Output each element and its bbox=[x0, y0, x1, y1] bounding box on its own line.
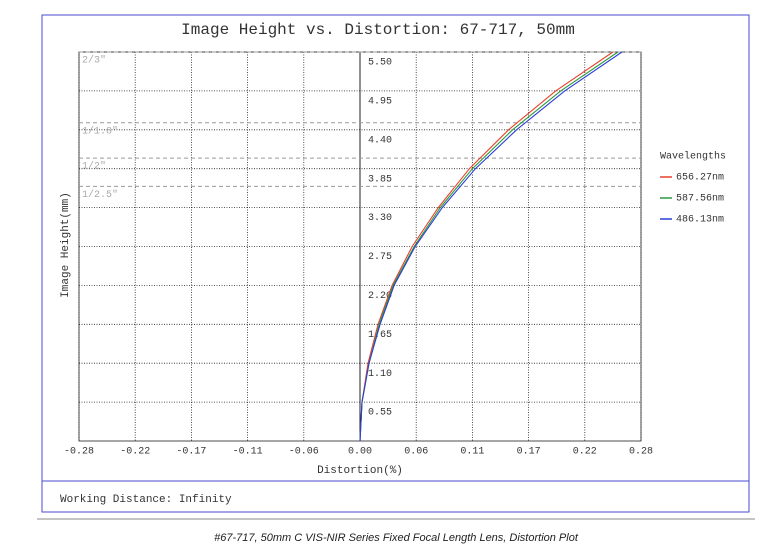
x-tick-label: 0.28 bbox=[629, 447, 653, 458]
sensor-label: 1/1.8" bbox=[82, 125, 118, 137]
y-tick-label: 1.65 bbox=[368, 330, 392, 341]
y-tick-label: 3.30 bbox=[368, 213, 392, 224]
x-tick-label: 0.22 bbox=[573, 447, 597, 458]
x-tick-label: -0.11 bbox=[233, 447, 263, 458]
x-tick-label: -0.22 bbox=[120, 447, 150, 458]
legend-label: 656.27nm bbox=[676, 173, 724, 184]
sensor-label: 2/3" bbox=[82, 55, 106, 67]
x-tick-label: 0.00 bbox=[348, 447, 372, 458]
y-tick-label: 0.55 bbox=[368, 408, 392, 419]
sensor-label: 1/2.5" bbox=[82, 189, 118, 201]
x-tick-label: -0.06 bbox=[289, 447, 319, 458]
legend-title: Wavelengths bbox=[660, 151, 726, 163]
x-tick-label: -0.28 bbox=[64, 447, 94, 458]
x-tick-label: -0.17 bbox=[176, 447, 206, 458]
x-tick-label: 0.06 bbox=[404, 447, 428, 458]
x-axis-label: Distortion(%) bbox=[317, 465, 403, 477]
y-tick-label: 2.75 bbox=[368, 252, 392, 263]
y-tick-label: 1.10 bbox=[368, 369, 392, 380]
y-tick-label: 3.85 bbox=[368, 174, 392, 185]
legend-label: 486.13nm bbox=[676, 215, 724, 226]
footer: Working Distance: Infinity bbox=[60, 494, 232, 506]
x-tick-label: 0.11 bbox=[460, 447, 484, 458]
series-line bbox=[359, 51, 623, 442]
sensor-label: 1/2" bbox=[82, 161, 106, 173]
chart-title: Image Height vs. Distortion: 67-717, 50m… bbox=[181, 21, 575, 39]
series-line bbox=[359, 51, 614, 442]
y-tick-label: 4.95 bbox=[368, 97, 392, 108]
x-tick-label: 0.17 bbox=[517, 447, 541, 458]
frame bbox=[41, 14, 750, 513]
caption: #67-717, 50mm C VIS-NIR Series Fixed Foc… bbox=[214, 532, 579, 544]
y-tick-label: 4.40 bbox=[368, 135, 392, 146]
y-tick-label: 5.50 bbox=[368, 58, 392, 69]
y-axis-label: Image Height(mm) bbox=[60, 192, 72, 298]
legend-label: 587.56nm bbox=[676, 194, 724, 205]
y-tick-label: 2.20 bbox=[368, 291, 392, 302]
